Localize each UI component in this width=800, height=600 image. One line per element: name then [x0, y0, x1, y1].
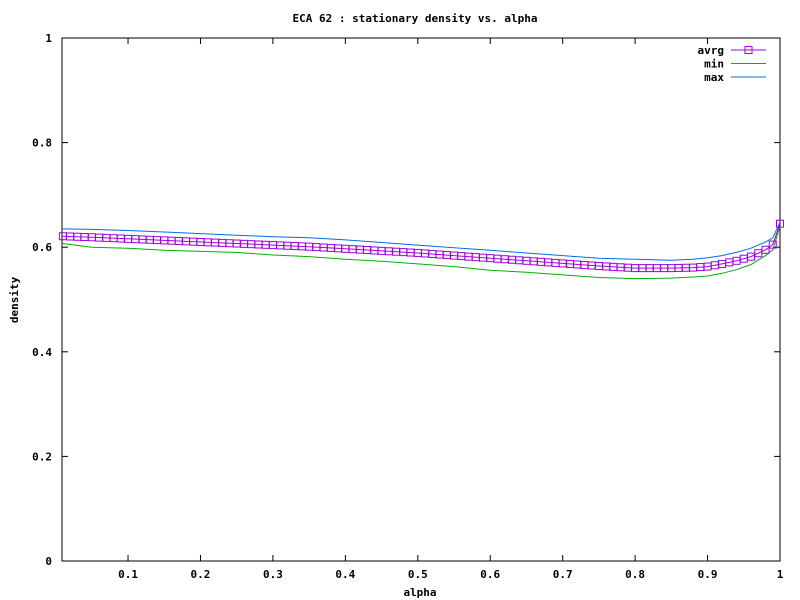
y-tick-label: 1 — [45, 32, 52, 45]
x-tick-label: 0.9 — [698, 568, 718, 581]
avrg-marker-icon — [761, 245, 770, 254]
x-axis: 0.1 0.2 0.3 0.4 0.5 0.6 0.7 0.8 0.9 1 — [118, 38, 784, 581]
x-tick-label: 0.1 — [118, 568, 138, 581]
x-tick-label: 0.8 — [625, 568, 645, 581]
legend-label-max: max — [704, 71, 724, 84]
avrg-marker-icon — [776, 219, 784, 228]
y-tick-label: 0.8 — [32, 137, 52, 150]
y-axis: 0 0.2 0.4 0.6 0.8 1 — [32, 32, 780, 568]
plot-series — [58, 219, 784, 280]
y-tick-label: 0.6 — [32, 241, 52, 254]
x-tick-label: 0.5 — [408, 568, 428, 581]
y-tick-label: 0 — [45, 555, 52, 568]
x-tick-label: 1 — [777, 568, 784, 581]
series-avrg-line — [62, 223, 781, 269]
series-max-line — [62, 221, 781, 261]
x-tick-label: 0.2 — [191, 568, 211, 581]
legend-square-marker-icon — [744, 46, 753, 54]
plot-frame — [61, 37, 781, 562]
x-tick-label: 0.3 — [263, 568, 283, 581]
avrg-marker-icon — [768, 240, 777, 249]
legend-label-min: min — [704, 58, 724, 71]
x-tick-label: 0.7 — [553, 568, 573, 581]
y-axis-label: density — [8, 276, 21, 323]
x-axis-label: alpha — [403, 586, 436, 599]
x-tick-label: 0.6 — [480, 568, 500, 581]
y-tick-label: 0.4 — [32, 346, 52, 359]
series-min-line — [62, 226, 781, 280]
chart-title: ECA 62 : stationary density vs. alpha — [292, 12, 537, 25]
x-tick-label: 0.4 — [335, 568, 355, 581]
y-tick-label: 0.2 — [32, 450, 52, 463]
legend-label-avrg: avrg — [698, 44, 725, 57]
